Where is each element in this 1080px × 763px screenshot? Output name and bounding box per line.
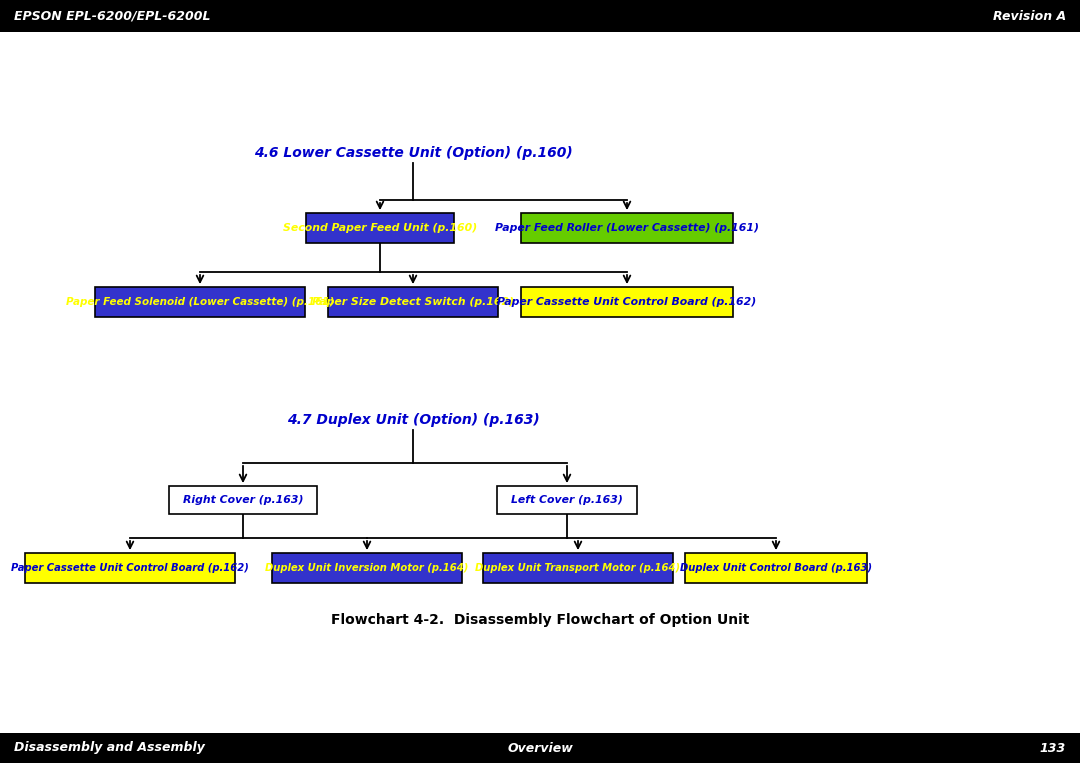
Text: Paper Cassette Unit Control Board (p.162): Paper Cassette Unit Control Board (p.162… xyxy=(498,297,757,307)
Text: Paper Cassette Unit Control Board (p.162): Paper Cassette Unit Control Board (p.162… xyxy=(11,563,248,573)
Text: Revision A: Revision A xyxy=(993,9,1066,22)
Text: 133: 133 xyxy=(1040,742,1066,755)
Bar xyxy=(0,0,1080,32)
Text: Second Paper Feed Unit (p.160): Second Paper Feed Unit (p.160) xyxy=(283,223,477,233)
FancyBboxPatch shape xyxy=(497,486,637,514)
FancyBboxPatch shape xyxy=(521,213,733,243)
FancyBboxPatch shape xyxy=(521,287,733,317)
Bar xyxy=(0,733,1080,763)
FancyBboxPatch shape xyxy=(685,553,867,583)
FancyBboxPatch shape xyxy=(168,486,318,514)
Text: EPSON EPL-6200/EPL-6200L: EPSON EPL-6200/EPL-6200L xyxy=(14,9,211,22)
FancyBboxPatch shape xyxy=(272,553,462,583)
Text: Duplex Unit Inversion Motor (p.164): Duplex Unit Inversion Motor (p.164) xyxy=(266,563,469,573)
Text: 4.6 Lower Cassette Unit (Option) (p.160): 4.6 Lower Cassette Unit (Option) (p.160) xyxy=(254,146,572,160)
Text: Paper Feed Solenoid (Lower Cassette) (p.161): Paper Feed Solenoid (Lower Cassette) (p.… xyxy=(66,297,334,307)
Text: Duplex Unit Control Board (p.163): Duplex Unit Control Board (p.163) xyxy=(680,563,872,573)
Text: Right Cover (p.163): Right Cover (p.163) xyxy=(183,495,303,505)
FancyBboxPatch shape xyxy=(95,287,305,317)
Text: Left Cover (p.163): Left Cover (p.163) xyxy=(511,495,623,505)
FancyBboxPatch shape xyxy=(483,553,673,583)
Text: Duplex Unit Transport Motor (p.164): Duplex Unit Transport Motor (p.164) xyxy=(475,563,680,573)
Text: 4.7 Duplex Unit (Option) (p.163): 4.7 Duplex Unit (Option) (p.163) xyxy=(286,413,539,427)
FancyBboxPatch shape xyxy=(306,213,454,243)
FancyBboxPatch shape xyxy=(328,287,498,317)
Text: Flowchart 4-2.  Disassembly Flowchart of Option Unit: Flowchart 4-2. Disassembly Flowchart of … xyxy=(330,613,750,627)
FancyBboxPatch shape xyxy=(25,553,235,583)
Text: Paper Feed Roller (Lower Cassette) (p.161): Paper Feed Roller (Lower Cassette) (p.16… xyxy=(495,223,759,233)
Text: Overview: Overview xyxy=(508,742,572,755)
Text: Disassembly and Assembly: Disassembly and Assembly xyxy=(14,742,205,755)
Text: Paper Size Detect Switch (p.162): Paper Size Detect Switch (p.162) xyxy=(312,297,514,307)
